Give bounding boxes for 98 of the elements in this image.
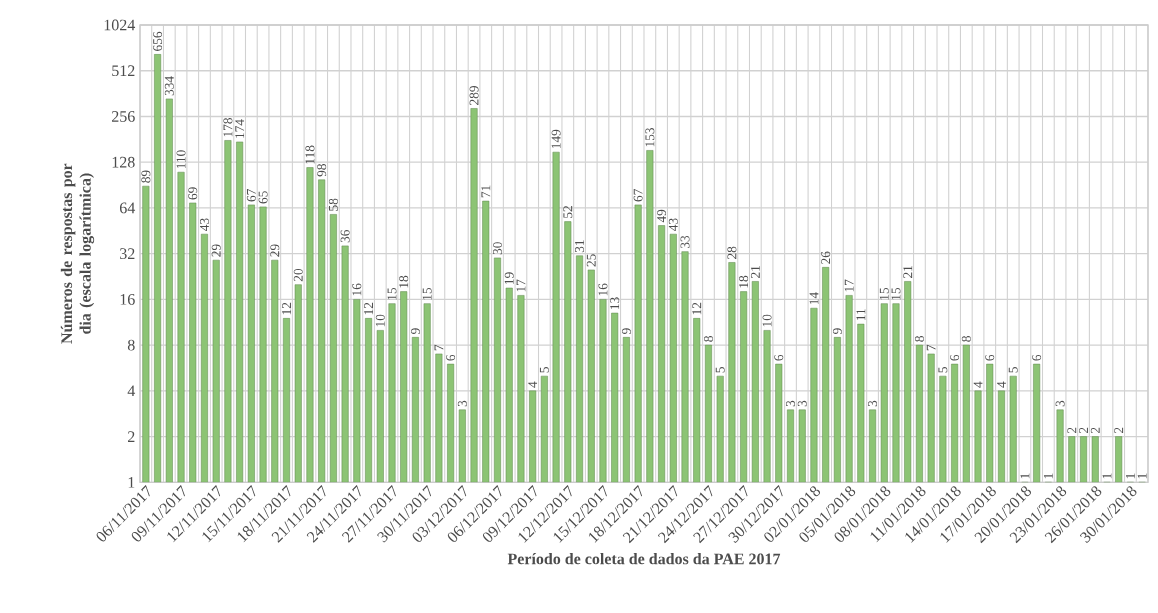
data-label: 15 bbox=[891, 287, 901, 300]
data-label: 28 bbox=[727, 246, 737, 259]
data-label: 16 bbox=[352, 283, 362, 296]
data-label: 21 bbox=[903, 265, 913, 278]
data-label: 334 bbox=[164, 76, 174, 96]
data-label: 10 bbox=[762, 314, 772, 327]
data-label: 17 bbox=[516, 279, 526, 292]
data-label: 174 bbox=[235, 119, 245, 138]
data-label: 8 bbox=[961, 336, 971, 342]
data-label: 6 bbox=[985, 354, 995, 361]
data-label: 5 bbox=[715, 367, 725, 373]
data-label: 36 bbox=[340, 230, 350, 243]
data-label: 9 bbox=[410, 328, 420, 334]
y-tick-label: 32 bbox=[120, 248, 135, 260]
data-label: 4 bbox=[997, 381, 1006, 388]
data-label: 29 bbox=[211, 244, 221, 257]
y-tick-label: 512 bbox=[112, 65, 135, 77]
y-tick-label: 16 bbox=[120, 294, 135, 305]
data-label: 12 bbox=[364, 302, 373, 315]
y-tick-label: 4 bbox=[127, 385, 136, 397]
data-label: 8 bbox=[914, 336, 924, 342]
data-label: 6 bbox=[1032, 354, 1042, 361]
data-label: 67 bbox=[633, 189, 643, 202]
data-label: 16 bbox=[598, 283, 608, 296]
data-label: 6 bbox=[950, 354, 960, 361]
data-label: 43 bbox=[668, 218, 678, 231]
data-label: 2 bbox=[1114, 427, 1124, 434]
y-tick-label: 1024 bbox=[104, 19, 136, 31]
y-tick-label: 128 bbox=[112, 156, 135, 168]
data-label: 31 bbox=[575, 240, 585, 253]
data-label: 67 bbox=[246, 189, 256, 202]
data-label: 98 bbox=[317, 164, 327, 177]
data-label: 30 bbox=[492, 242, 502, 255]
data-label: 4 bbox=[973, 381, 983, 388]
data-label: 11 bbox=[856, 309, 866, 321]
data-label: 7 bbox=[434, 344, 444, 351]
data-label: 1 bbox=[1137, 473, 1147, 479]
y-tick-label: 256 bbox=[112, 111, 135, 122]
data-label: 8 bbox=[703, 336, 713, 342]
data-label: 7 bbox=[926, 344, 936, 351]
data-label: 3 bbox=[868, 400, 878, 407]
data-label: 26 bbox=[821, 251, 831, 264]
data-label: 5 bbox=[938, 367, 948, 373]
data-label: 178 bbox=[223, 118, 233, 137]
data-label: 43 bbox=[199, 218, 209, 231]
data-label: 15 bbox=[387, 287, 397, 300]
y-tick-label: 2 bbox=[128, 431, 135, 442]
data-label: 5 bbox=[1008, 367, 1018, 373]
data-label: 118 bbox=[305, 145, 315, 164]
data-label: 21 bbox=[750, 265, 760, 278]
data-label: 17 bbox=[844, 279, 854, 292]
data-label: 10 bbox=[375, 314, 385, 327]
data-label: 69 bbox=[188, 187, 198, 200]
data-label: 110 bbox=[176, 150, 186, 169]
data-label: 18 bbox=[399, 275, 409, 288]
data-label: 89 bbox=[141, 170, 151, 183]
data-label: 2 bbox=[1067, 427, 1077, 434]
data-label: 656 bbox=[153, 31, 163, 51]
data-label: 15 bbox=[422, 287, 432, 300]
data-label: 20 bbox=[293, 268, 303, 282]
data-label: 3 bbox=[457, 400, 467, 407]
data-label: 3 bbox=[1055, 400, 1065, 407]
data-label: 153 bbox=[645, 128, 655, 147]
data-label: 13 bbox=[610, 297, 620, 309]
data-label: 2 bbox=[1079, 427, 1088, 434]
data-label: 19 bbox=[504, 272, 514, 284]
data-label: 12 bbox=[692, 302, 702, 315]
data-label: 14 bbox=[809, 292, 819, 305]
data-label: 15 bbox=[879, 287, 889, 300]
data-label: 4 bbox=[528, 381, 538, 388]
data-label: 9 bbox=[832, 328, 842, 334]
data-label: 1 bbox=[1020, 473, 1030, 479]
data-label: 52 bbox=[563, 206, 573, 218]
data-label: 29 bbox=[270, 244, 280, 257]
data-label: 9 bbox=[621, 328, 631, 334]
data-label: 149 bbox=[551, 129, 561, 149]
data-label: 3 bbox=[786, 400, 795, 407]
data-label: 12 bbox=[282, 302, 291, 315]
data-label: 71 bbox=[481, 185, 491, 198]
y-tick-label: 64 bbox=[119, 202, 136, 214]
data-label: 1 bbox=[1102, 473, 1112, 479]
data-label: 58 bbox=[328, 198, 338, 211]
data-label: 25 bbox=[586, 254, 596, 267]
data-label: 33 bbox=[680, 235, 690, 249]
data-label: 5 bbox=[539, 367, 549, 373]
data-label: 289 bbox=[469, 86, 479, 105]
data-label: 1 bbox=[1043, 473, 1053, 479]
data-label: 6 bbox=[774, 354, 784, 361]
data-label: 6 bbox=[446, 354, 456, 361]
data-label: 1 bbox=[1126, 473, 1135, 479]
data-label: 65 bbox=[258, 191, 268, 204]
data-label: 49 bbox=[657, 209, 667, 223]
y-tick-label: 8 bbox=[127, 339, 135, 351]
data-label: 18 bbox=[739, 275, 749, 288]
y-axis-title: Números de respostas por dia (escala logarítmica) bbox=[60, 163, 95, 344]
data-label: 3 bbox=[797, 400, 807, 407]
x-axis-title: Período de coleta de dados da PAE 2017 bbox=[507, 553, 781, 565]
data-label: 2 bbox=[1090, 427, 1100, 434]
